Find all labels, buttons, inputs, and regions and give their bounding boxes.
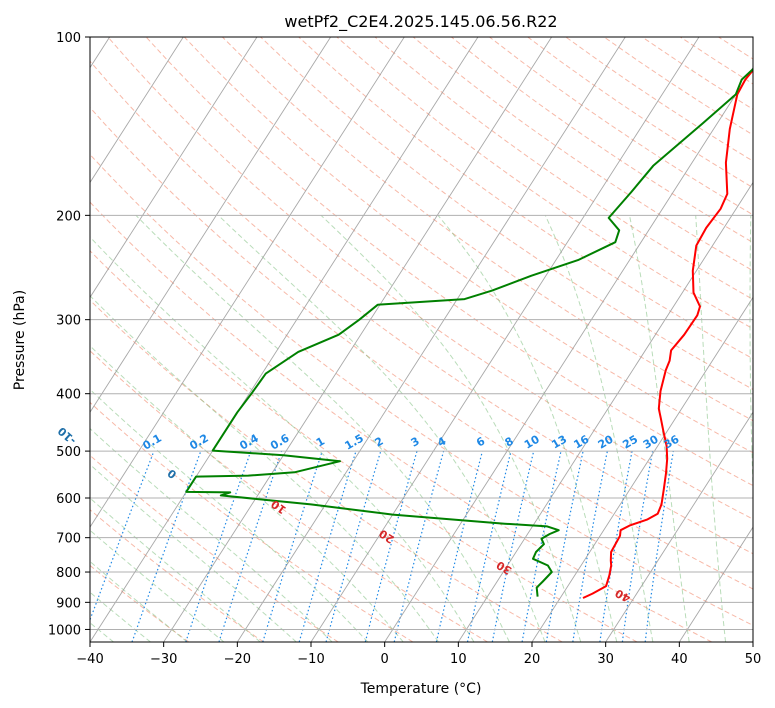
chart-title: wetPf2_C2E4.2025.145.06.56.R22 xyxy=(284,12,557,32)
dry-adiabat xyxy=(90,153,753,626)
dry-adiabat xyxy=(183,37,753,454)
dry-adiabat xyxy=(336,37,753,330)
isotherm-line xyxy=(90,37,479,642)
dry-adiabat xyxy=(90,350,488,642)
moist-adiabat xyxy=(90,591,151,642)
y-tick-label: 600 xyxy=(56,492,81,507)
mixing-ratio-line xyxy=(621,450,654,642)
isotherm-line xyxy=(678,526,753,642)
profiles xyxy=(185,67,753,599)
moist-adiabat xyxy=(90,388,369,642)
moist-adiabat xyxy=(90,560,188,642)
dry-adiabat xyxy=(90,509,264,642)
isotherm-line xyxy=(90,37,332,414)
moist-adiabat xyxy=(135,214,510,642)
mixing-ratio-line xyxy=(435,450,483,642)
mixing-ratio-line xyxy=(185,450,252,642)
moist-adiabat xyxy=(629,215,690,642)
moist-adiabat xyxy=(749,215,753,499)
y-axis-label: Pressure (hPa) xyxy=(12,290,28,390)
dry-adiabat xyxy=(90,299,563,642)
dry-adiabat xyxy=(90,201,712,642)
x-tick-label: 40 xyxy=(671,652,688,667)
temperature-profile xyxy=(582,68,753,599)
dewpoint-profile xyxy=(185,67,753,597)
mixing-ratio-line xyxy=(262,450,323,642)
x-tick-label: −30 xyxy=(150,652,177,667)
dry-adiabat xyxy=(222,37,753,422)
y-tick-label: 700 xyxy=(56,532,81,547)
x-tick-label: −20 xyxy=(224,652,251,667)
y-tick-label: 400 xyxy=(56,388,81,403)
dry-adiabat xyxy=(90,106,753,590)
dry-adiabat xyxy=(90,454,339,642)
moist-adiabat xyxy=(695,215,727,642)
mixing-ratio-line xyxy=(364,450,418,642)
grid xyxy=(90,37,753,642)
isotherm-line xyxy=(531,296,753,642)
moist-adiabat xyxy=(90,529,225,642)
mixing-ratio-line xyxy=(644,451,674,642)
y-tick-label: 500 xyxy=(56,445,81,460)
mixing-ratio-line xyxy=(325,450,382,642)
y-tick-label: 100 xyxy=(56,31,81,46)
x-tick-label: 0 xyxy=(381,652,389,667)
moist-adiabat xyxy=(437,214,618,642)
isotherm-line xyxy=(90,37,258,299)
mixing-ratio-line xyxy=(466,450,512,642)
isotherm-line xyxy=(310,37,700,642)
mixing-ratio-line xyxy=(491,450,535,642)
isotherm-line xyxy=(605,411,753,642)
isotherm-line xyxy=(90,37,405,528)
y-tick-label: 900 xyxy=(56,596,81,611)
y-tick-label: 300 xyxy=(56,314,81,329)
moist-adiabat xyxy=(90,427,333,642)
moist-adiabat xyxy=(90,463,297,642)
isotherm-line xyxy=(236,37,626,642)
y-tick-label: 800 xyxy=(56,566,81,581)
isotherm-line xyxy=(457,181,753,642)
axis-ticks: −40 −30 −20 −10 0 10 20 30 40 50 100 200 300 400 500 60… xyxy=(48,31,761,667)
y-tick-label: 1000 xyxy=(48,623,81,638)
moist-adiabat xyxy=(217,214,546,642)
x-tick-label: 20 xyxy=(524,652,541,667)
moist-adiabat xyxy=(90,497,261,642)
plot-frame xyxy=(89,36,754,643)
x-tick-label: −40 xyxy=(76,652,103,667)
x-tick-label: 50 xyxy=(745,652,762,667)
dry-adiabat xyxy=(374,37,753,301)
x-tick-label: 10 xyxy=(450,652,467,667)
x-tick-label: 30 xyxy=(597,652,614,667)
background-lines xyxy=(90,37,753,642)
y-tick-label: 200 xyxy=(56,209,81,224)
dry-adiabat xyxy=(107,37,753,520)
x-axis-label: Temperature (°C) xyxy=(360,681,482,697)
isotherm-line xyxy=(90,37,184,184)
isotherm-line xyxy=(384,66,753,642)
mixing-ratio-line xyxy=(298,450,357,642)
moist-adiabat xyxy=(90,345,404,642)
x-tick-label: −10 xyxy=(297,652,324,667)
isotherm-line xyxy=(163,37,553,642)
mixing-ratio-line xyxy=(218,450,283,642)
moist-adiabat xyxy=(90,236,475,642)
